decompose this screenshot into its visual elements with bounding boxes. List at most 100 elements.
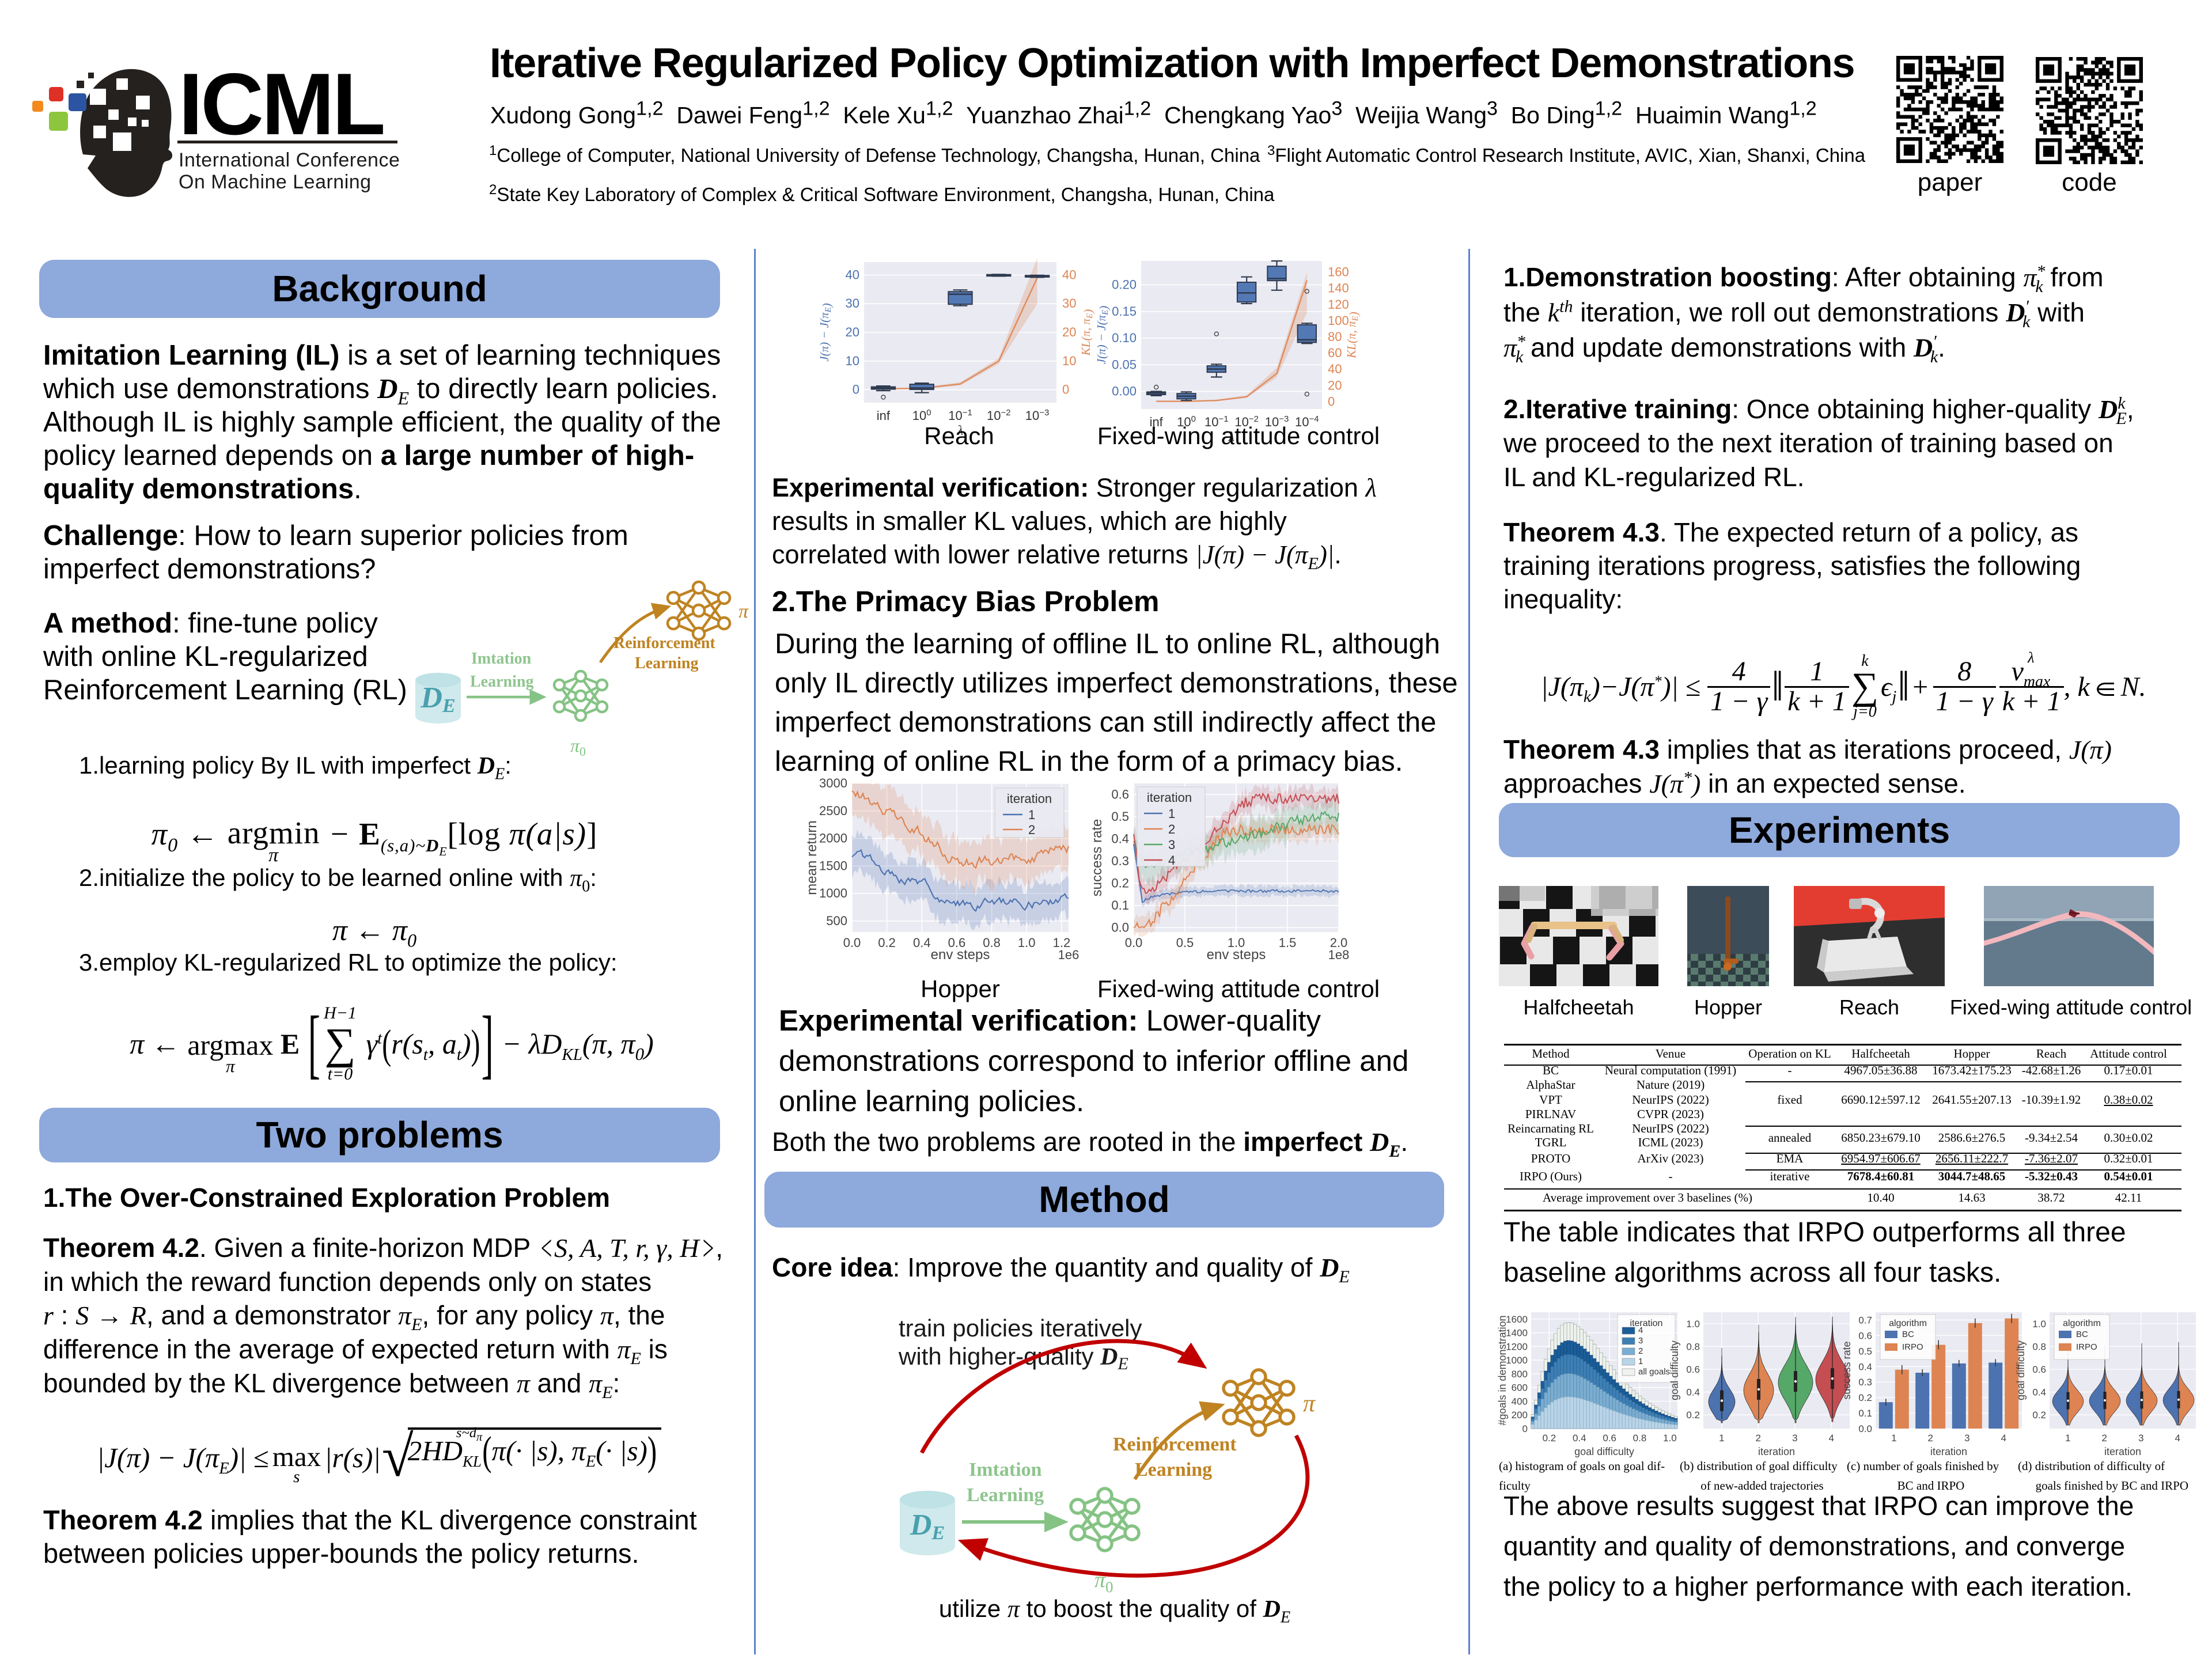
svg-text:Imtation: Imtation	[471, 650, 532, 668]
svg-text:20: 20	[1062, 325, 1076, 339]
svg-text:0.4: 0.4	[913, 935, 931, 950]
svg-text:π0: π0	[1094, 1568, 1113, 1596]
svg-text:0.8: 0.8	[983, 935, 1001, 950]
svg-text:2: 2	[1168, 822, 1175, 836]
svg-text:success rate: success rate	[1089, 819, 1105, 897]
svg-text:0.3: 0.3	[1858, 1377, 1872, 1388]
svg-text:1.0: 1.0	[1228, 935, 1245, 950]
svg-text:1: 1	[2065, 1433, 2070, 1444]
svg-text:20: 20	[846, 325, 859, 339]
svg-text:1e6: 1e6	[1058, 948, 1080, 962]
svg-text:1e8: 1e8	[1328, 948, 1350, 962]
svg-text:IRPO: IRPO	[2076, 1342, 2097, 1352]
svg-text:200: 200	[1512, 1410, 1528, 1421]
svg-text:iteration: iteration	[1630, 1319, 1663, 1328]
svg-text:BC: BC	[2076, 1330, 2088, 1339]
svg-text:1: 1	[1028, 808, 1035, 822]
svg-text:1000: 1000	[1506, 1355, 1528, 1366]
svg-text:Learning: Learning	[1135, 1459, 1212, 1480]
svg-text:1.0: 1.0	[1663, 1433, 1677, 1444]
svg-text:2.0: 2.0	[1330, 935, 1348, 950]
svg-text:160: 160	[1328, 265, 1349, 279]
svg-text:inf: inf	[1150, 415, 1164, 429]
svg-text:4: 4	[1828, 1433, 1834, 1444]
svg-text:0.10: 0.10	[1112, 331, 1137, 345]
svg-text:0.2: 0.2	[1543, 1433, 1556, 1444]
svg-text:International Conference: International Conference	[179, 149, 400, 171]
svg-text:iteration: iteration	[2104, 1446, 2141, 1457]
svg-text:Learning: Learning	[470, 673, 533, 691]
svg-text:0.8: 0.8	[1686, 1341, 1700, 1352]
svg-text:Learning: Learning	[967, 1484, 1044, 1506]
svg-text:0.6: 0.6	[948, 935, 966, 950]
svg-text:80: 80	[1328, 329, 1342, 344]
svg-text:800: 800	[1512, 1369, 1528, 1380]
svg-text:2500: 2500	[819, 804, 847, 818]
svg-text:0: 0	[853, 382, 859, 397]
svg-text:#goals in demonstration: #goals in demonstration	[1497, 1315, 1508, 1425]
svg-text:On Machine Learning: On Machine Learning	[179, 171, 372, 193]
svg-text:600: 600	[1512, 1382, 1528, 1393]
svg-text:0.20: 0.20	[1112, 278, 1137, 292]
svg-text:goal difficulty: goal difficulty	[1669, 1340, 1680, 1400]
svg-text:1500: 1500	[819, 858, 847, 873]
svg-text:120: 120	[1328, 297, 1349, 312]
svg-text:1.0: 1.0	[1686, 1319, 1700, 1330]
svg-text:0: 0	[1062, 382, 1069, 397]
svg-text:3: 3	[1792, 1433, 1797, 1444]
svg-text:40: 40	[1062, 267, 1076, 282]
svg-text:0.6: 0.6	[1858, 1330, 1872, 1341]
svg-text:0.6: 0.6	[1111, 787, 1129, 801]
svg-text:10: 10	[1062, 354, 1076, 368]
svg-text:2: 2	[1028, 823, 1035, 837]
svg-text:with higher-quality DE: with higher-quality DE	[898, 1343, 1128, 1373]
svg-text:2: 2	[2101, 1433, 2107, 1444]
svg-text:Reinforcement: Reinforcement	[1113, 1434, 1237, 1455]
svg-text:60: 60	[1328, 346, 1342, 360]
svg-text:Learning: Learning	[635, 654, 698, 672]
svg-text:1600: 1600	[1506, 1314, 1528, 1325]
svg-text:1: 1	[1168, 806, 1175, 821]
svg-text:env steps: env steps	[931, 947, 990, 963]
svg-text:4: 4	[1638, 1325, 1643, 1335]
svg-text:30: 30	[1062, 296, 1076, 310]
svg-text:iteration: iteration	[1930, 1446, 1967, 1457]
svg-text:3: 3	[1964, 1433, 1969, 1444]
svg-text:env steps: env steps	[1207, 947, 1266, 963]
svg-text:J(π) − J(πE): J(π) − J(πE)	[817, 303, 834, 362]
svg-text:4: 4	[1168, 853, 1175, 868]
svg-text:400: 400	[1512, 1396, 1528, 1407]
svg-text:0.5: 0.5	[1858, 1346, 1872, 1357]
svg-text:4: 4	[2001, 1433, 2006, 1444]
svg-text:0.7: 0.7	[1858, 1315, 1872, 1326]
svg-text:10: 10	[846, 354, 859, 368]
svg-text:0.2: 0.2	[2032, 1410, 2046, 1421]
svg-text:0.6: 0.6	[2032, 1364, 2046, 1375]
svg-text:3000: 3000	[819, 776, 847, 790]
svg-text:40: 40	[1328, 362, 1342, 376]
svg-text:0.4: 0.4	[1573, 1433, 1586, 1444]
svg-text:iteration: iteration	[1147, 790, 1192, 805]
svg-text:1.0: 1.0	[2032, 1319, 2046, 1330]
svg-text:1200: 1200	[1506, 1341, 1528, 1352]
svg-text:0.05: 0.05	[1112, 357, 1137, 372]
svg-text:1: 1	[1719, 1433, 1724, 1444]
svg-text:10−2: 10−2	[987, 408, 1011, 423]
svg-text:algorithm: algorithm	[1889, 1319, 1927, 1328]
svg-text:10−1: 10−1	[948, 408, 972, 423]
svg-text:1: 1	[1891, 1433, 1896, 1444]
svg-text:0.0: 0.0	[843, 935, 861, 950]
svg-text:1.2: 1.2	[1053, 935, 1071, 950]
svg-text:0.4: 0.4	[1686, 1387, 1700, 1398]
svg-text:40: 40	[846, 267, 859, 282]
svg-text:4: 4	[2175, 1433, 2180, 1444]
svg-text:BC: BC	[1902, 1330, 1914, 1339]
svg-text:0.3: 0.3	[1111, 854, 1129, 868]
svg-text:train policies iteratively: train policies iteratively	[899, 1315, 1142, 1342]
svg-text:0.4: 0.4	[2032, 1387, 2046, 1398]
svg-text:algorithm: algorithm	[2063, 1319, 2101, 1328]
svg-text:2: 2	[1927, 1433, 1933, 1444]
svg-text:140: 140	[1328, 281, 1349, 296]
svg-text:λ: λ	[957, 423, 963, 438]
svg-text:0.0: 0.0	[1111, 920, 1129, 934]
